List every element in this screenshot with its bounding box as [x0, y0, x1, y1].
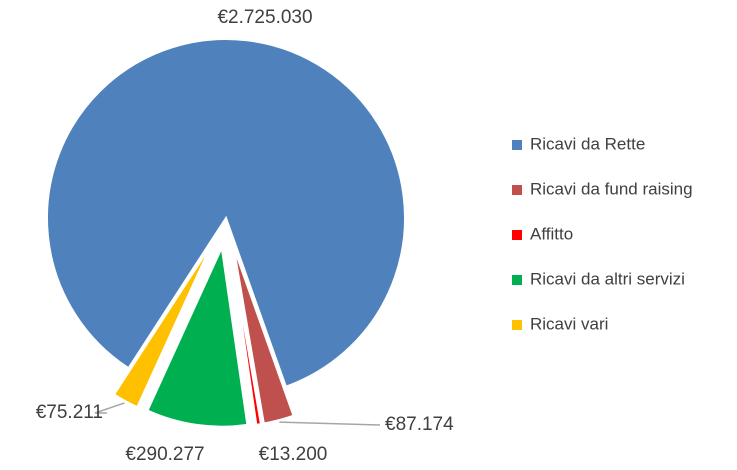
leader-line — [94, 402, 125, 414]
leader-line — [279, 421, 381, 426]
pie-slice — [46, 38, 406, 388]
legend-swatch — [512, 320, 522, 330]
legend-label: Ricavi vari — [530, 314, 608, 333]
legend-swatch — [512, 185, 522, 195]
data-label: €13.200 — [259, 444, 328, 465]
pie-slice — [146, 244, 249, 428]
data-label: €75.211 — [36, 402, 103, 423]
legend-swatch — [512, 140, 522, 150]
pie-slice — [112, 243, 213, 409]
legend-label: Ricavi da fund raising — [530, 179, 693, 198]
data-label: €2.725.030 — [217, 7, 312, 28]
legend-label: Ricavi da altri servizi — [530, 269, 685, 288]
data-label: €87.174 — [385, 414, 454, 435]
legend-swatch — [512, 230, 522, 240]
pie-slice — [232, 246, 295, 425]
legend-label: Ricavi da Rette — [530, 134, 645, 153]
legend-label: Affitto — [530, 224, 573, 243]
pie-slice — [229, 247, 263, 426]
data-label: €290.277 — [125, 444, 204, 465]
legend-swatch — [512, 275, 522, 285]
